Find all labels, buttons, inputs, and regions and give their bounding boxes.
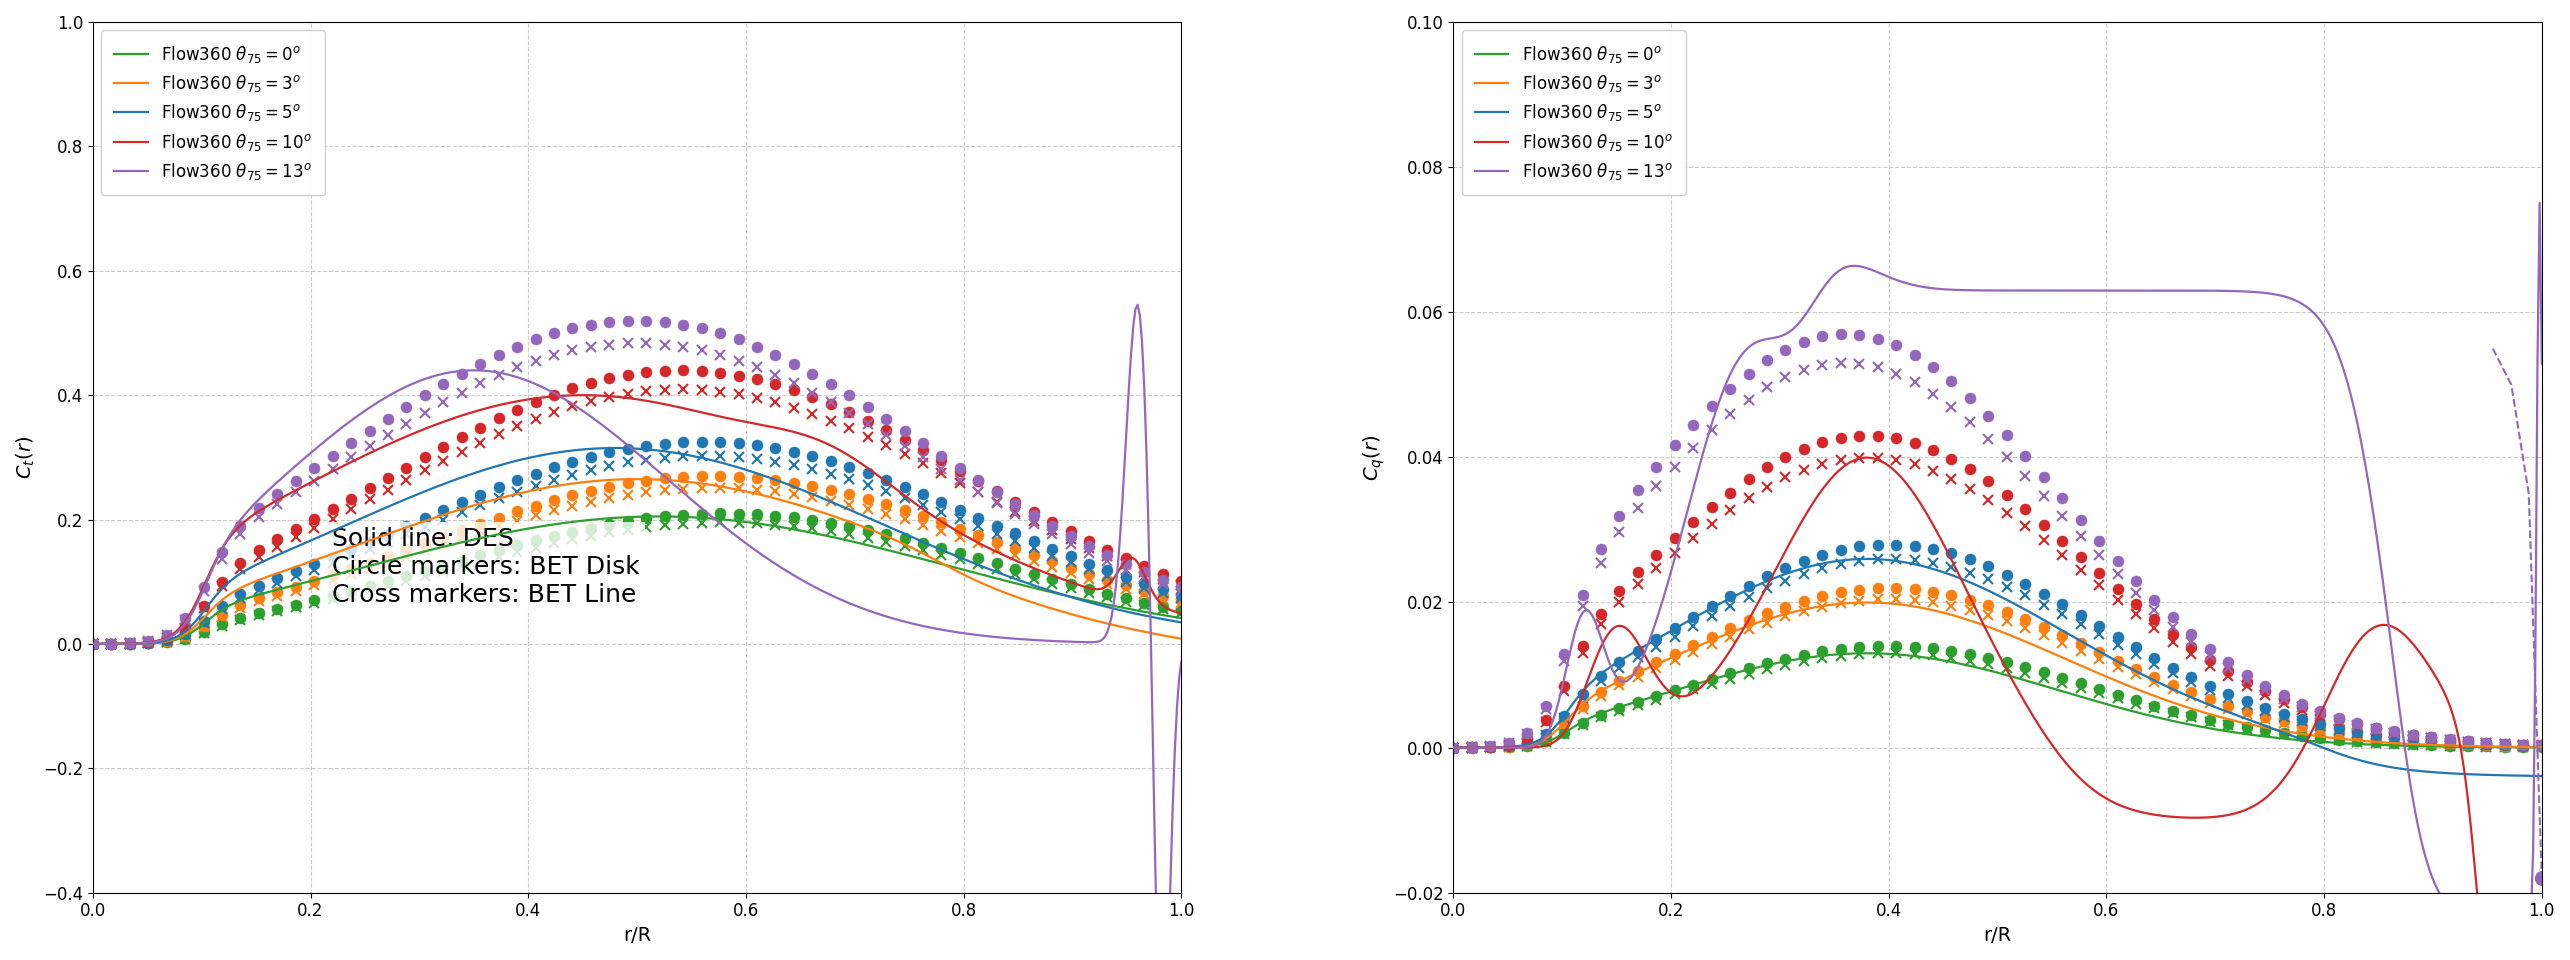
Text: Solid line: DES
Circle markers: BET Disk
Cross markers: BET Line: Solid line: DES Circle markers: BET Disk… bbox=[332, 527, 640, 607]
Legend: Flow360 $\theta_{75} = 0^o$, Flow360 $\theta_{75} = 3^o$, Flow360 $\theta_{75} =: Flow360 $\theta_{75} = 0^o$, Flow360 $\t… bbox=[100, 31, 326, 195]
X-axis label: r/R: r/R bbox=[622, 926, 650, 945]
X-axis label: r/R: r/R bbox=[1984, 926, 2012, 945]
Y-axis label: $C_t(r)$: $C_t(r)$ bbox=[15, 436, 39, 479]
Y-axis label: $C_q(r)$: $C_q(r)$ bbox=[1362, 434, 1388, 481]
Legend: Flow360 $\theta_{75} = 0^o$, Flow360 $\theta_{75} = 3^o$, Flow360 $\theta_{75} =: Flow360 $\theta_{75} = 0^o$, Flow360 $\t… bbox=[1462, 31, 1686, 195]
